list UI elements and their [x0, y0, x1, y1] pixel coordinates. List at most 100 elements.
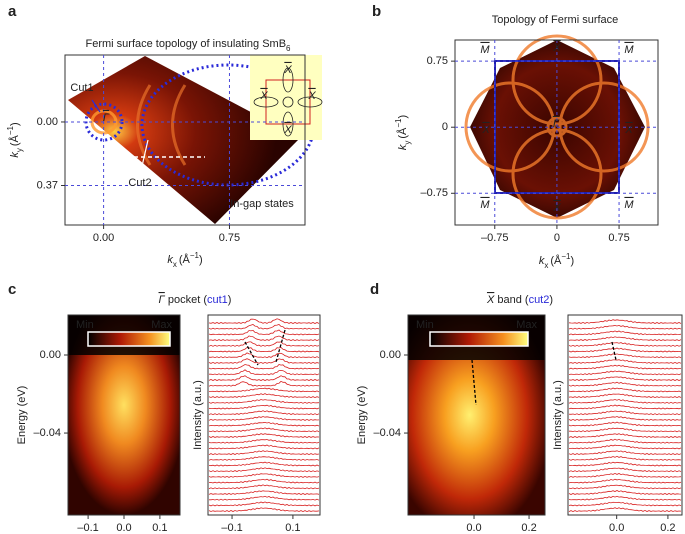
axis-label-part: (Å — [179, 253, 191, 266]
inset-label: X — [283, 124, 292, 136]
title-part: pocket ( — [165, 294, 208, 306]
spectrum-curve — [208, 473, 320, 478]
panel-title: X band (cut2) — [486, 294, 553, 306]
axis-label-part: −1 — [190, 251, 200, 260]
y-tick-label: 0.00 — [40, 349, 61, 361]
title-part: cut2 — [529, 294, 550, 306]
panel-letter: c — [8, 281, 16, 298]
spectrum-curve — [208, 358, 320, 364]
x-tick-label: 0.75 — [219, 232, 240, 244]
title-part: ) — [549, 294, 553, 306]
spectrum-curve — [568, 381, 682, 387]
spectrum-curve — [208, 375, 320, 381]
point-label: Γ — [553, 118, 560, 130]
axis-label: Intensity (a.u.) — [552, 380, 564, 450]
spectrum-curve — [568, 393, 682, 399]
axis-label-part: (Å — [8, 134, 21, 146]
spectrum-curve — [208, 427, 320, 433]
spectrum-curve — [208, 387, 320, 393]
axis-label-part: k — [167, 254, 173, 266]
spectrum-curve — [568, 490, 682, 495]
spectrum-curve — [208, 324, 320, 330]
x-tick-label: 0.00 — [93, 232, 114, 244]
y-tick-label: 0.00 — [380, 349, 401, 361]
spectrum-curve — [568, 444, 682, 450]
axis-label: Energy (eV) — [16, 386, 28, 445]
spectrum-curve — [568, 404, 682, 410]
spectrum-curve — [568, 364, 682, 370]
axis-label: kx (Å−1) — [539, 252, 574, 270]
waterfall — [208, 318, 682, 513]
spectrum-curve — [208, 364, 320, 370]
spectrum-curve — [568, 507, 682, 513]
point-label: M — [480, 44, 490, 56]
dispersion — [611, 341, 617, 361]
x-tick-label: –0.1 — [221, 522, 242, 534]
spectrum-curve — [208, 439, 320, 444]
spectrum-curve — [208, 461, 320, 467]
spectrum-curve — [568, 455, 682, 461]
spectrum-curve — [568, 324, 682, 330]
axis-label-part: k — [539, 255, 545, 267]
spectrum-curve — [209, 495, 320, 501]
axis-label-part: k — [9, 152, 21, 158]
spectrum-curve — [568, 495, 682, 501]
axis-label-part: x — [544, 261, 548, 270]
inset-label: X — [307, 90, 316, 102]
spectrum-curve — [568, 330, 682, 336]
spectrum-curve — [208, 352, 320, 359]
spectrum-curve — [568, 376, 682, 381]
y-tick-label: –0.04 — [33, 427, 61, 439]
spectrum-curve — [568, 461, 682, 467]
spectrum-curve — [568, 433, 682, 438]
inset-label: X — [259, 90, 268, 102]
y-tick-label: –0.04 — [373, 427, 401, 439]
point-label: X — [624, 124, 633, 136]
spectrum-curve — [209, 369, 320, 376]
inset-pockets — [253, 67, 323, 137]
x-tick-label: –0.75 — [481, 232, 509, 244]
pocket — [282, 111, 294, 137]
x-tick-label: 0 — [554, 232, 560, 244]
spectrum-curve — [208, 335, 320, 342]
arrow — [139, 139, 149, 176]
frame — [64, 54, 306, 226]
pocket — [253, 96, 279, 108]
spectrum-curve — [208, 410, 320, 416]
point-label: M — [624, 44, 634, 56]
point-label: M — [480, 199, 490, 211]
axis-label: Intensity (a.u.) — [192, 380, 204, 450]
axis-label-part: k — [397, 144, 409, 150]
spectrum-curve — [208, 380, 320, 387]
point-label: X — [481, 124, 490, 136]
pocket — [282, 96, 294, 108]
x-tick-label: –0.1 — [77, 522, 98, 534]
axis-label-part: ) — [570, 255, 574, 267]
spectrum-curve — [208, 456, 320, 461]
axis-label-part: ) — [9, 122, 21, 126]
spectrum-curve — [568, 336, 682, 342]
panel-letter: b — [372, 3, 381, 20]
axis-label-part: −1 — [6, 125, 15, 135]
y-tick-label: –0.75 — [420, 187, 448, 199]
y-tick-label: 0.00 — [37, 116, 58, 128]
annotation: In-gap states — [230, 198, 294, 210]
panel-title: Topology of Fermi surface — [492, 14, 619, 26]
axis-label-part: ) — [397, 115, 409, 119]
title-part: X — [486, 294, 495, 306]
spectrum-curve — [568, 370, 682, 376]
axis-label-part: (Å — [550, 254, 562, 267]
spectrum-curve — [208, 478, 320, 484]
axis-label-part: y — [15, 148, 24, 152]
spectrum-curve — [568, 501, 682, 507]
x-tick-label: 0.0 — [116, 522, 131, 534]
title-part: Γ — [159, 294, 166, 306]
title-part: ) — [228, 294, 232, 306]
panel-title: Fermi surface topology of insulating SmB… — [86, 38, 292, 53]
spectrum-curve — [208, 421, 320, 427]
pocket — [297, 96, 323, 108]
spectrum-curve — [208, 450, 320, 456]
spectrum-curve — [208, 444, 320, 450]
frame — [567, 314, 683, 516]
